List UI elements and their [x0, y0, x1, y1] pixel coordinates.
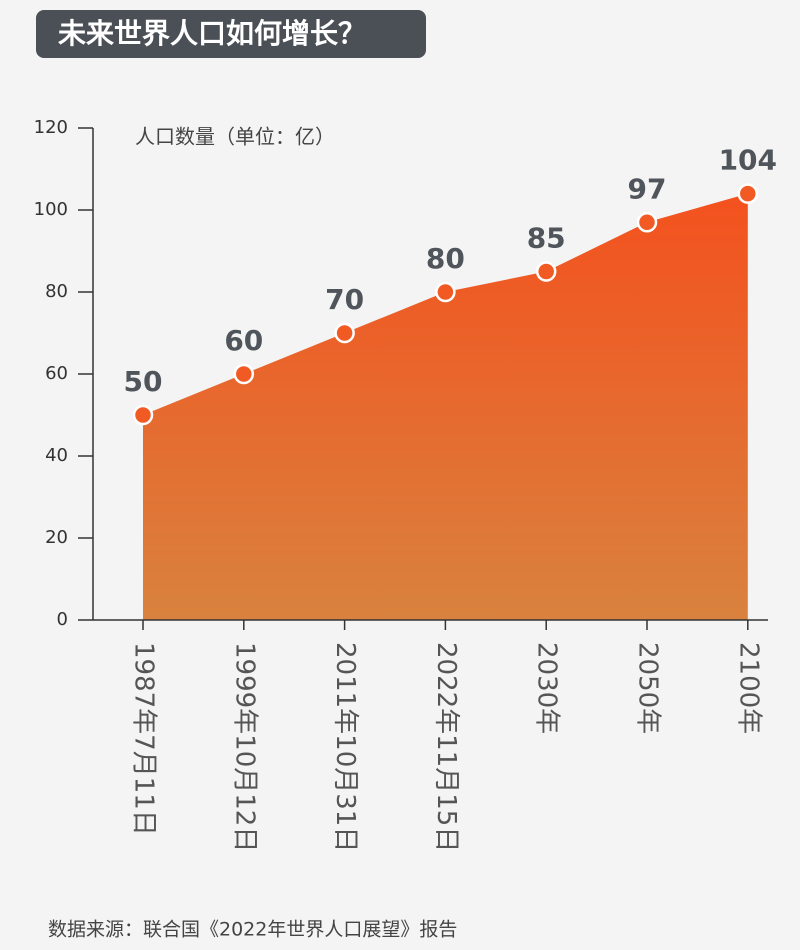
y-tick-label: 60: [45, 363, 68, 384]
data-point: [334, 322, 355, 344]
x-tick-label: 1987年7月11日: [129, 642, 159, 836]
y-tick-label: 0: [57, 609, 68, 630]
data-point: [636, 212, 658, 233]
data-point: [233, 363, 255, 385]
data-point: [535, 261, 557, 282]
data-label: 70: [325, 283, 364, 316]
y-tick-label: 120: [34, 117, 68, 138]
y-tick-label: 40: [45, 445, 68, 466]
x-tick-label: 2030年: [532, 642, 562, 734]
x-tick-label: 2100年: [733, 642, 763, 734]
plot: 0 20 40 60 80 100 120 1987年7月11日 1999年10月12日 2011…: [34, 117, 777, 852]
x-tick-label: 2050年: [633, 642, 663, 734]
source-note: 数据来源：联合国《2022年世界人口展望》报告: [48, 919, 457, 941]
y-tick-label: 100: [34, 199, 68, 220]
y-tick-label: 20: [45, 527, 68, 548]
chart-title: 未来世界人口如何增长？: [58, 17, 366, 50]
data-label: 85: [527, 222, 566, 255]
data-label: 97: [628, 172, 667, 205]
data-label: 60: [224, 324, 263, 357]
y-axis-label: 人口数量（单位：亿）: [135, 125, 335, 149]
data-label: 50: [124, 365, 163, 398]
x-tick-label: 2022年11月15日: [431, 642, 461, 852]
x-tick-label: 1999年10月12日: [229, 642, 259, 852]
x-tick-label: 2011年10月31日: [330, 642, 360, 852]
area: [143, 193, 748, 620]
y-tick-label: 80: [45, 281, 68, 302]
data-point: [435, 281, 456, 303]
data-label: 80: [426, 242, 465, 275]
title-box: [36, 10, 426, 58]
data-point: [737, 183, 759, 204]
data-label: 104: [719, 144, 777, 177]
data-point: [132, 404, 154, 426]
